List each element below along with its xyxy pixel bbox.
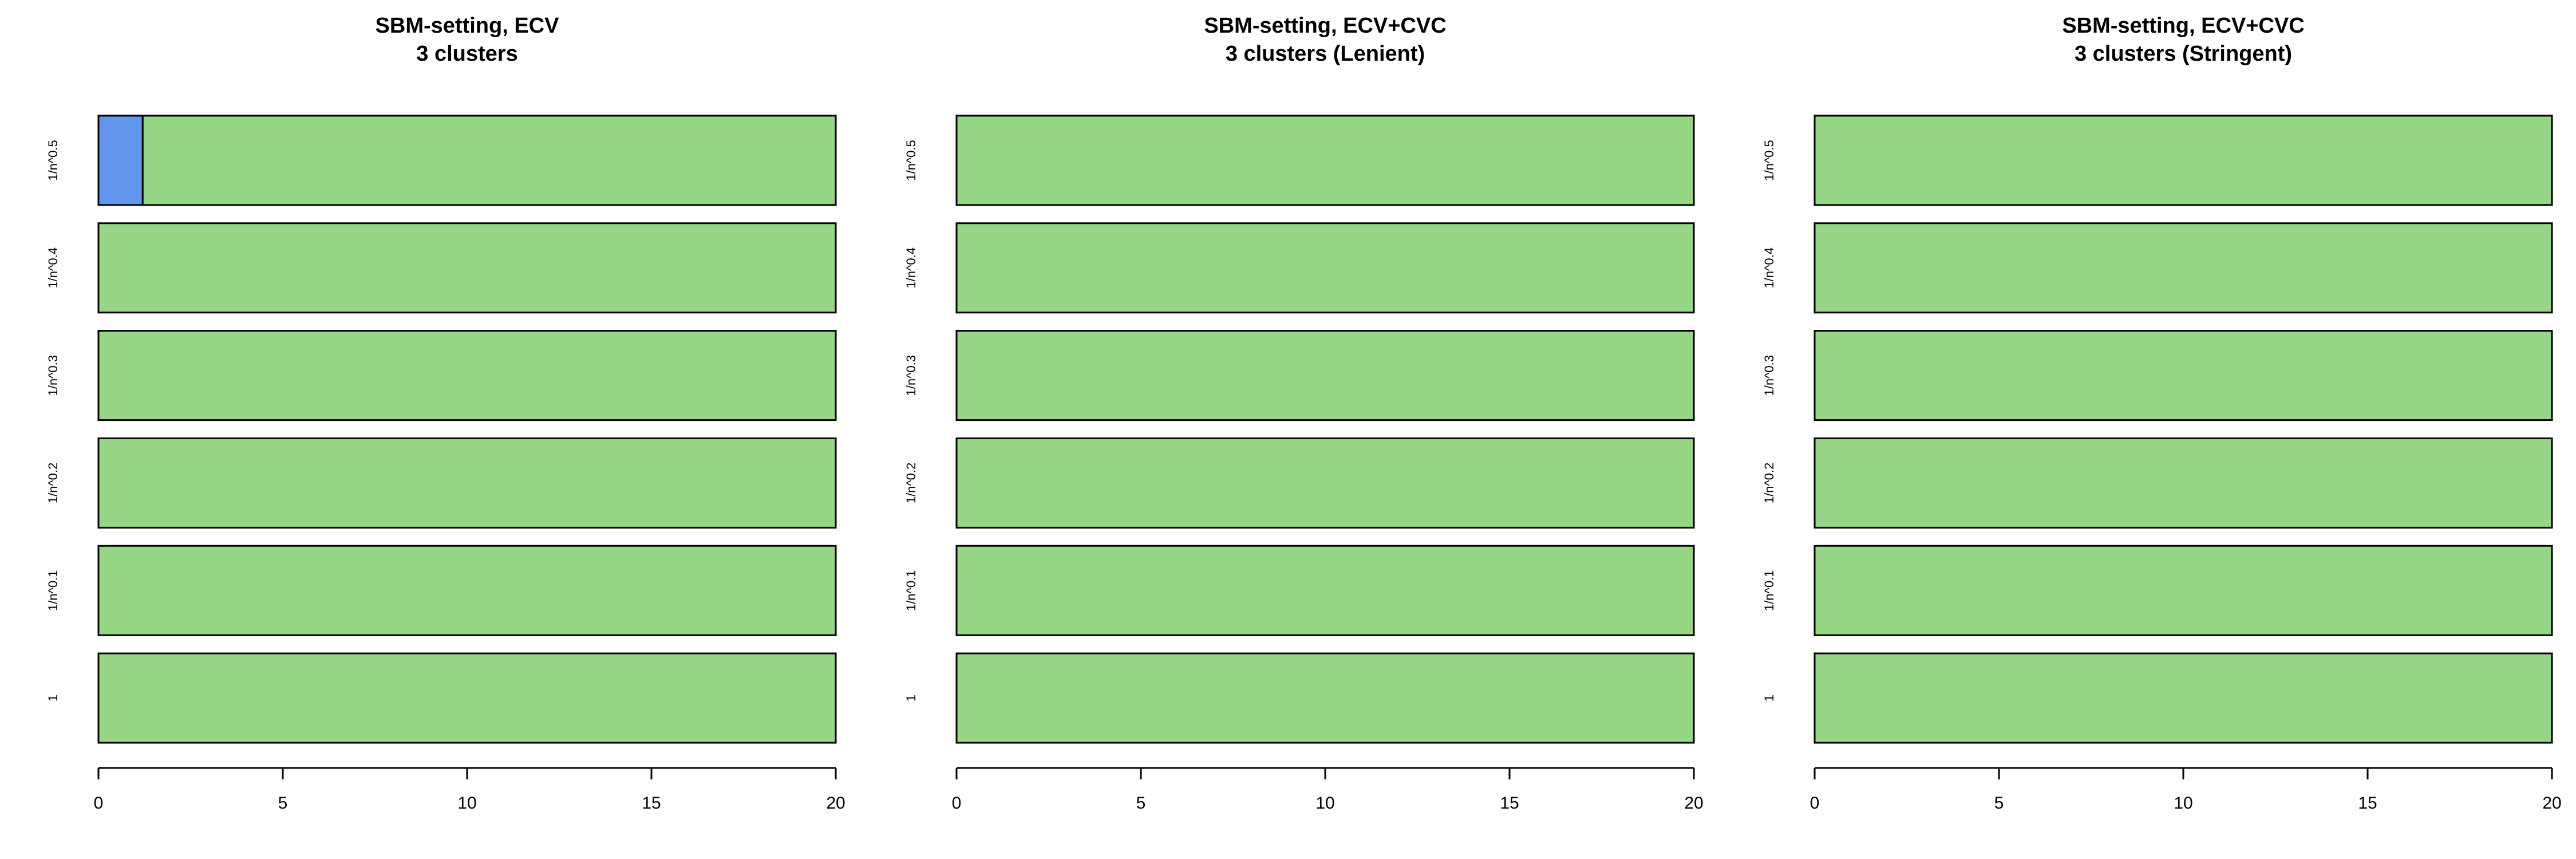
bar-segment: [1814, 330, 2553, 421]
category-label: 1/n^0.5: [904, 140, 918, 181]
bar-segment: [97, 545, 837, 636]
x-tick-label: 20: [826, 794, 845, 813]
category-label: 1/n^0.2: [1762, 463, 1776, 504]
category-label: 1/n^0.3: [1762, 355, 1776, 396]
x-tick-label: 15: [642, 794, 661, 813]
bar-segment: [1814, 652, 2553, 744]
x-tick-label: 15: [1500, 794, 1519, 813]
category-label: 1/n^0.4: [904, 247, 918, 289]
x-tick-label: 10: [457, 794, 476, 813]
x-tick-label: 10: [1315, 794, 1334, 813]
category-label: 1/n^0.1: [1762, 570, 1776, 611]
x-tick-label: 15: [2358, 794, 2377, 813]
x-tick-label: 0: [94, 794, 104, 813]
x-tick-label: 20: [2542, 794, 2561, 813]
category-label: 1/n^0.1: [46, 570, 60, 611]
category-label: 1/n^0.2: [46, 463, 60, 504]
chart-title-line-2: 3 clusters (Lenient): [1226, 42, 1425, 66]
chart-panel-3: SBM-setting, ECV+CVC 3 clusters (Stringen…: [1762, 14, 2562, 813]
x-tick-label: 10: [2174, 794, 2192, 813]
category-label: 1: [904, 695, 918, 702]
bar-segment: [1814, 545, 2553, 636]
chart-title-line-2: 3 clusters: [416, 42, 517, 66]
bar-segment: [1814, 437, 2553, 529]
bar-segment: [955, 437, 1695, 529]
chart-title-line-1: SBM-setting, ECV+CVC: [1204, 14, 1446, 38]
bar-segment: [97, 115, 144, 206]
x-tick-label: 5: [1136, 794, 1146, 813]
bar-segment: [97, 652, 837, 744]
chart-panel-1: SBM-setting, ECV 3 clusters 1/n^0.5 1/n^0.4…: [46, 14, 846, 813]
category-label: 1/n^0.4: [1762, 247, 1776, 289]
bar-segment: [955, 330, 1695, 421]
category-label: 1/n^0.4: [46, 247, 60, 289]
category-label: 1/n^0.3: [904, 355, 918, 396]
bar-segment: [97, 437, 837, 529]
bar-segment: [955, 115, 1695, 206]
chart-title-line-2: 3 clusters (Stringent): [2075, 42, 2292, 66]
category-label: 1/n^0.1: [904, 570, 918, 611]
x-tick-label: 5: [278, 794, 288, 813]
category-label: 1/n^0.5: [46, 140, 60, 181]
chart-title-line-1: SBM-setting, ECV+CVC: [2062, 14, 2304, 38]
x-tick-label: 5: [1994, 794, 2004, 813]
bar-segment: [97, 330, 837, 421]
bar-segment: [1814, 222, 2553, 314]
bar-segment: [1814, 115, 2553, 206]
bar-segment: [97, 222, 837, 314]
bar-segment: [955, 652, 1695, 744]
chart-title-line-1: SBM-setting, ECV: [376, 14, 560, 38]
category-label: 1/n^0.2: [904, 463, 918, 504]
bar-segment: [955, 545, 1695, 636]
x-tick-label: 0: [952, 794, 962, 813]
category-label: 1/n^0.5: [1762, 140, 1776, 181]
category-label: 1: [1762, 695, 1776, 702]
category-label: 1: [46, 695, 60, 702]
bar-segment: [955, 222, 1695, 314]
x-tick-label: 0: [1810, 794, 1820, 813]
category-label: 1/n^0.3: [46, 355, 60, 396]
chart-panel-2: SBM-setting, ECV+CVC 3 clusters (Lenient)…: [904, 14, 1704, 813]
x-tick-label: 20: [1684, 794, 1703, 813]
bar-segment: [141, 115, 837, 206]
